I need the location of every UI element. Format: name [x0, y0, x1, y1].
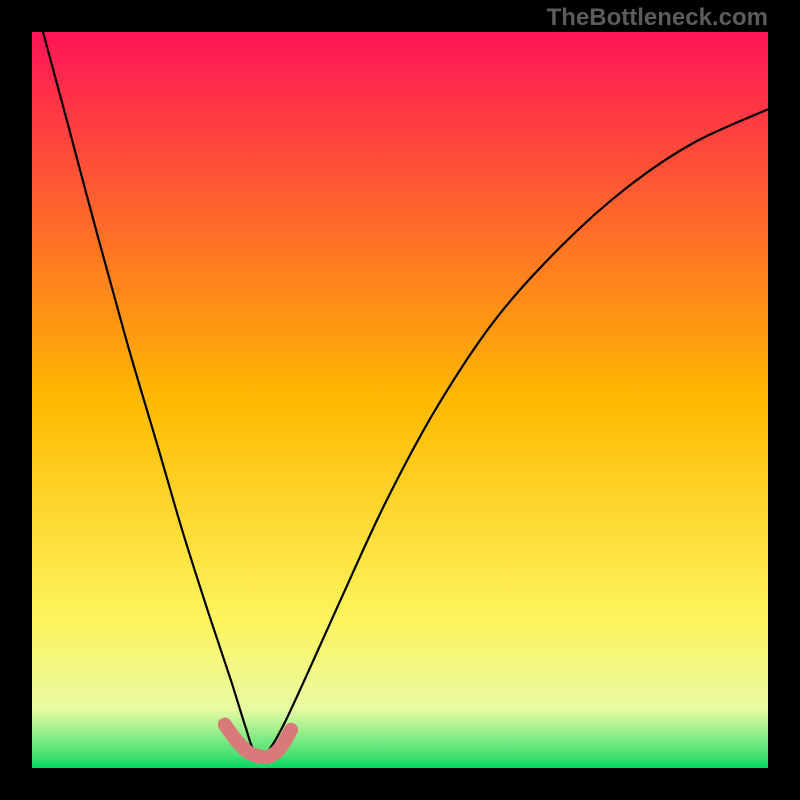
watermark-text: TheBottleneck.com — [547, 4, 768, 32]
chart-svg — [32, 32, 768, 768]
plot-area — [32, 32, 768, 768]
bottleneck-curve — [43, 32, 768, 757]
